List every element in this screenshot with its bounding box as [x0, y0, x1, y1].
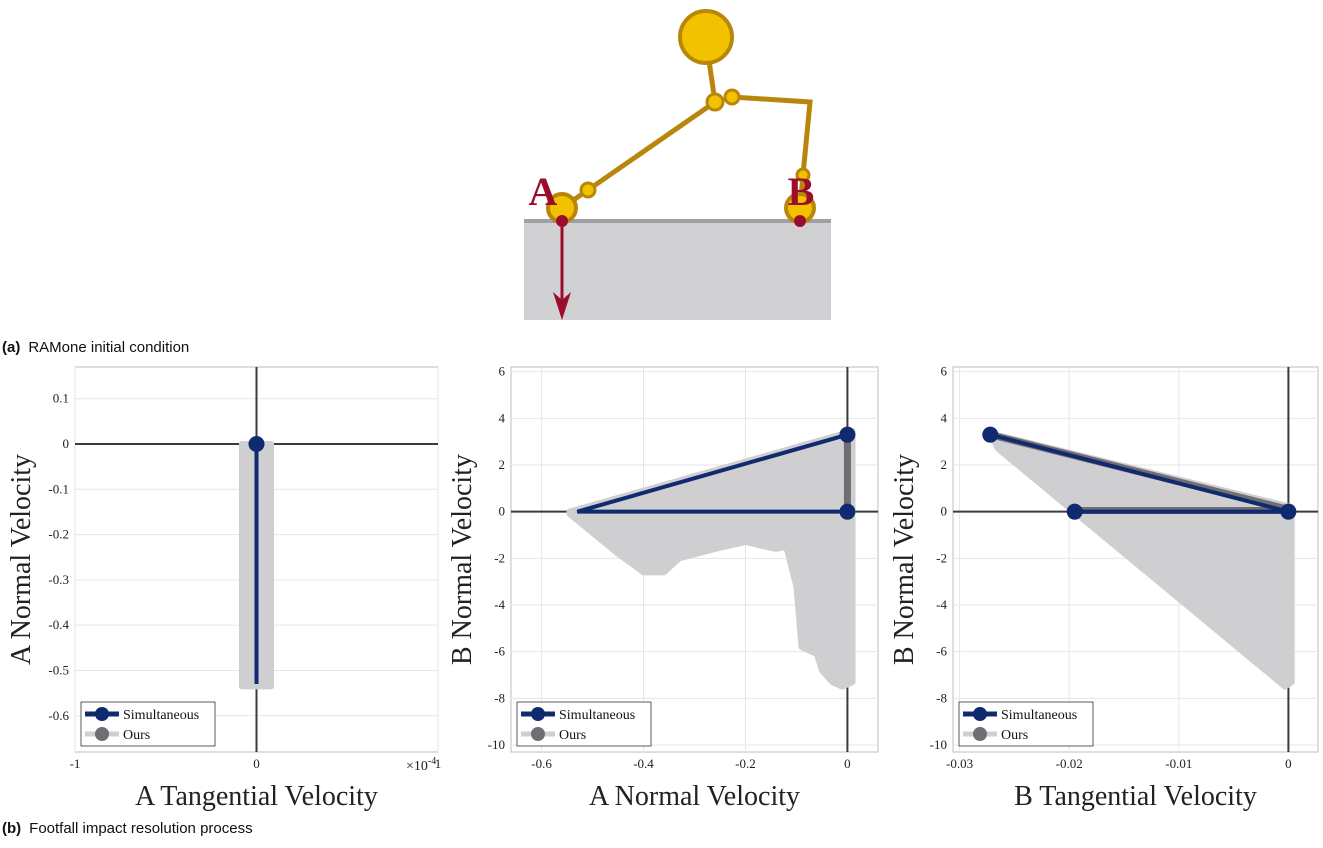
- y-tick-label: -8: [494, 690, 505, 705]
- x-tick-label: -0.02: [1056, 756, 1083, 771]
- caption-text: RAMone initial condition: [28, 339, 190, 356]
- marker: [982, 426, 999, 443]
- multiplier-exponent: -4: [428, 756, 436, 767]
- y-tick-label: -6: [936, 644, 947, 659]
- right-leg: [731, 94, 813, 209]
- legend-label: Simultaneous: [1001, 708, 1077, 723]
- x-tick-label: -0.2: [735, 756, 756, 771]
- y-tick-label: -0.3: [48, 572, 69, 587]
- plot: -1 0 1 0.1 0 -0.1 -0.2 -0.3 -0.4 -0.5 -0.6 Simultan…: [48, 366, 442, 771]
- legend-swatch: [95, 727, 109, 741]
- knee-joint: [795, 167, 811, 183]
- x-tick-label: -0.01: [1165, 756, 1192, 771]
- legend-label: Ours: [1001, 728, 1028, 743]
- y-tick-label: 6: [941, 364, 948, 379]
- x-tick-label: 0: [844, 756, 851, 771]
- y-tick-label: -8: [936, 690, 947, 705]
- plot: -0.03 -0.02 -0.01 0 6 4 2 0 -2 -4 -6 -8 -10 Simultane…: [930, 364, 1319, 771]
- y-tick-label: -0.5: [48, 662, 69, 677]
- hip-joint: [723, 88, 741, 106]
- legend-swatch: [973, 727, 987, 741]
- y-tick-label: -0.2: [48, 527, 69, 542]
- x-axis-label: B Tangential Velocity: [1014, 781, 1257, 812]
- legend-label: Ours: [559, 728, 586, 743]
- legend-label: Simultaneous: [123, 708, 199, 723]
- x-axis-label: A Tangential Velocity: [135, 781, 378, 812]
- y-tick-label: 0.1: [53, 391, 69, 406]
- marker: [839, 503, 856, 520]
- y-tick-label: 4: [941, 410, 948, 425]
- x-tick-label: -0.4: [633, 756, 654, 771]
- y-tick-label: -2: [494, 550, 505, 565]
- x-multiplier: ×10-4: [406, 756, 436, 774]
- y-tick-label: 0: [499, 504, 506, 519]
- legend-label: Ours: [123, 728, 150, 743]
- y-tick-label: -10: [930, 737, 947, 752]
- y-tick-label: -4: [494, 597, 505, 612]
- caption: (a) RAMone initial condition: [2, 339, 189, 356]
- arrow-head: [553, 292, 571, 320]
- y-tick-label: 0: [63, 436, 70, 451]
- x-tick-label: -1: [70, 756, 81, 771]
- contact-label: A: [529, 169, 558, 214]
- legend-label: Simultaneous: [559, 708, 635, 723]
- hip-joint: [705, 92, 725, 112]
- marker: [1066, 503, 1083, 520]
- x-tick-label: 1: [435, 756, 442, 771]
- caption: (b) Footfall impact resolution process: [2, 820, 253, 837]
- y-tick-label: 4: [499, 410, 506, 425]
- y-tick-label: -0.6: [48, 708, 69, 723]
- caption-tag: (a): [2, 339, 21, 356]
- y-tick-label: 2: [941, 457, 948, 472]
- caption-text: Footfall impact resolution process: [29, 820, 253, 837]
- contact-label: B: [788, 169, 815, 214]
- knee-joint: [579, 181, 597, 199]
- multiplier-base: ×10: [406, 759, 428, 774]
- x-tick-label: 0: [253, 756, 260, 771]
- y-tick-label: -2: [936, 550, 947, 565]
- ground: [524, 220, 831, 320]
- y-tick-label: -6: [494, 644, 505, 659]
- y-tick-label: -10: [488, 737, 505, 752]
- y-tick-label: -0.1: [48, 481, 69, 496]
- y-axis-label: B Normal Velocity: [447, 454, 478, 665]
- marker: [839, 426, 856, 443]
- y-tick-label: -0.4: [48, 617, 69, 632]
- caption-tag: (b): [2, 820, 22, 837]
- simultaneous-line: [576, 432, 848, 514]
- y-axis-label: B Normal Velocity: [889, 454, 920, 665]
- marker: [248, 436, 265, 452]
- y-axis-label: A Normal Velocity: [6, 454, 37, 665]
- y-tick-label: 0: [941, 504, 948, 519]
- legend-swatch: [531, 707, 545, 721]
- contact-point: [794, 215, 806, 227]
- legend-swatch: [95, 707, 109, 721]
- plot: -0.6 -0.4 -0.2 0 6 4 2 0 -2 -4 -6 -8 -10 Simultaneous…: [488, 364, 879, 771]
- x-tick-label: -0.6: [531, 756, 552, 771]
- marker: [1280, 503, 1297, 520]
- robot-diagram: A B: [524, 9, 831, 320]
- legend-swatch: [531, 727, 545, 741]
- y-tick-label: -4: [936, 597, 947, 612]
- legend-swatch: [973, 707, 987, 721]
- x-tick-label: 0: [1285, 756, 1292, 771]
- y-tick-label: 2: [499, 457, 506, 472]
- x-axis-label: A Normal Velocity: [589, 781, 800, 812]
- x-tick-label: -0.03: [946, 756, 973, 771]
- y-tick-label: 6: [499, 364, 506, 379]
- body: [678, 9, 734, 65]
- contact-point: [556, 215, 568, 227]
